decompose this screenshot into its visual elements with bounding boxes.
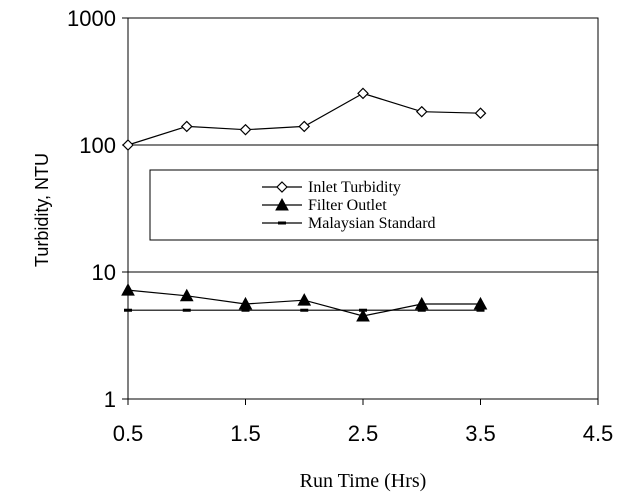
legend-box: [149, 169, 599, 241]
data-point: [180, 120, 193, 133]
series-1: [121, 283, 488, 322]
data-point: [297, 293, 312, 306]
data-point: [476, 308, 485, 312]
legend-entry: Inlet Turbidity: [262, 179, 401, 196]
legend-marker: [276, 181, 288, 193]
data-point: [239, 123, 252, 136]
series-2: [124, 308, 485, 312]
data-point: [357, 87, 369, 100]
y-tick-label: 10: [92, 260, 116, 285]
y-axis-ticks: 1 10 100 1000: [67, 6, 128, 412]
data-point: [356, 308, 370, 322]
legend-label: Filter Outlet: [308, 197, 387, 214]
x-tick-label: 1.5: [230, 421, 261, 446]
data-point: [121, 283, 135, 296]
data-point: [298, 120, 311, 133]
legend-marker: [275, 197, 289, 211]
data-point: [241, 308, 250, 312]
x-tick-label: 2.5: [348, 421, 379, 446]
y-tick-label: 100: [79, 133, 116, 158]
legend-label: Inlet Turbidity: [308, 179, 401, 196]
series-0: [122, 87, 487, 151]
x-tick-label: 3.5: [465, 421, 496, 446]
y-tick-label: 1: [104, 387, 116, 412]
data-point: [300, 308, 309, 312]
y-tick-label: 1000: [67, 6, 116, 31]
gridlines: [128, 144, 598, 273]
data-point: [359, 308, 367, 312]
data-point: [415, 105, 428, 118]
data-point: [182, 308, 191, 312]
data-point: [122, 139, 134, 151]
x-axis-title: Run Time (Hrs): [300, 470, 427, 492]
legend-marker: [278, 221, 286, 225]
data-point: [417, 308, 426, 312]
x-tick-label: 4.5: [583, 421, 614, 446]
data-point: [179, 288, 194, 302]
data-point: [474, 107, 487, 120]
y-axis-title: Turbidity, NTU: [32, 153, 52, 267]
legend-entry: Malaysian Standard: [262, 215, 436, 232]
legend-entry: Filter Outlet: [262, 197, 387, 214]
data-point: [124, 308, 132, 312]
x-axis-ticks: 0.5 1.5 2.5 3.5 4.5: [113, 399, 614, 446]
x-tick-label: 0.5: [113, 421, 144, 446]
legend-label: Malaysian Standard: [308, 215, 436, 232]
series-layer: [121, 87, 488, 322]
